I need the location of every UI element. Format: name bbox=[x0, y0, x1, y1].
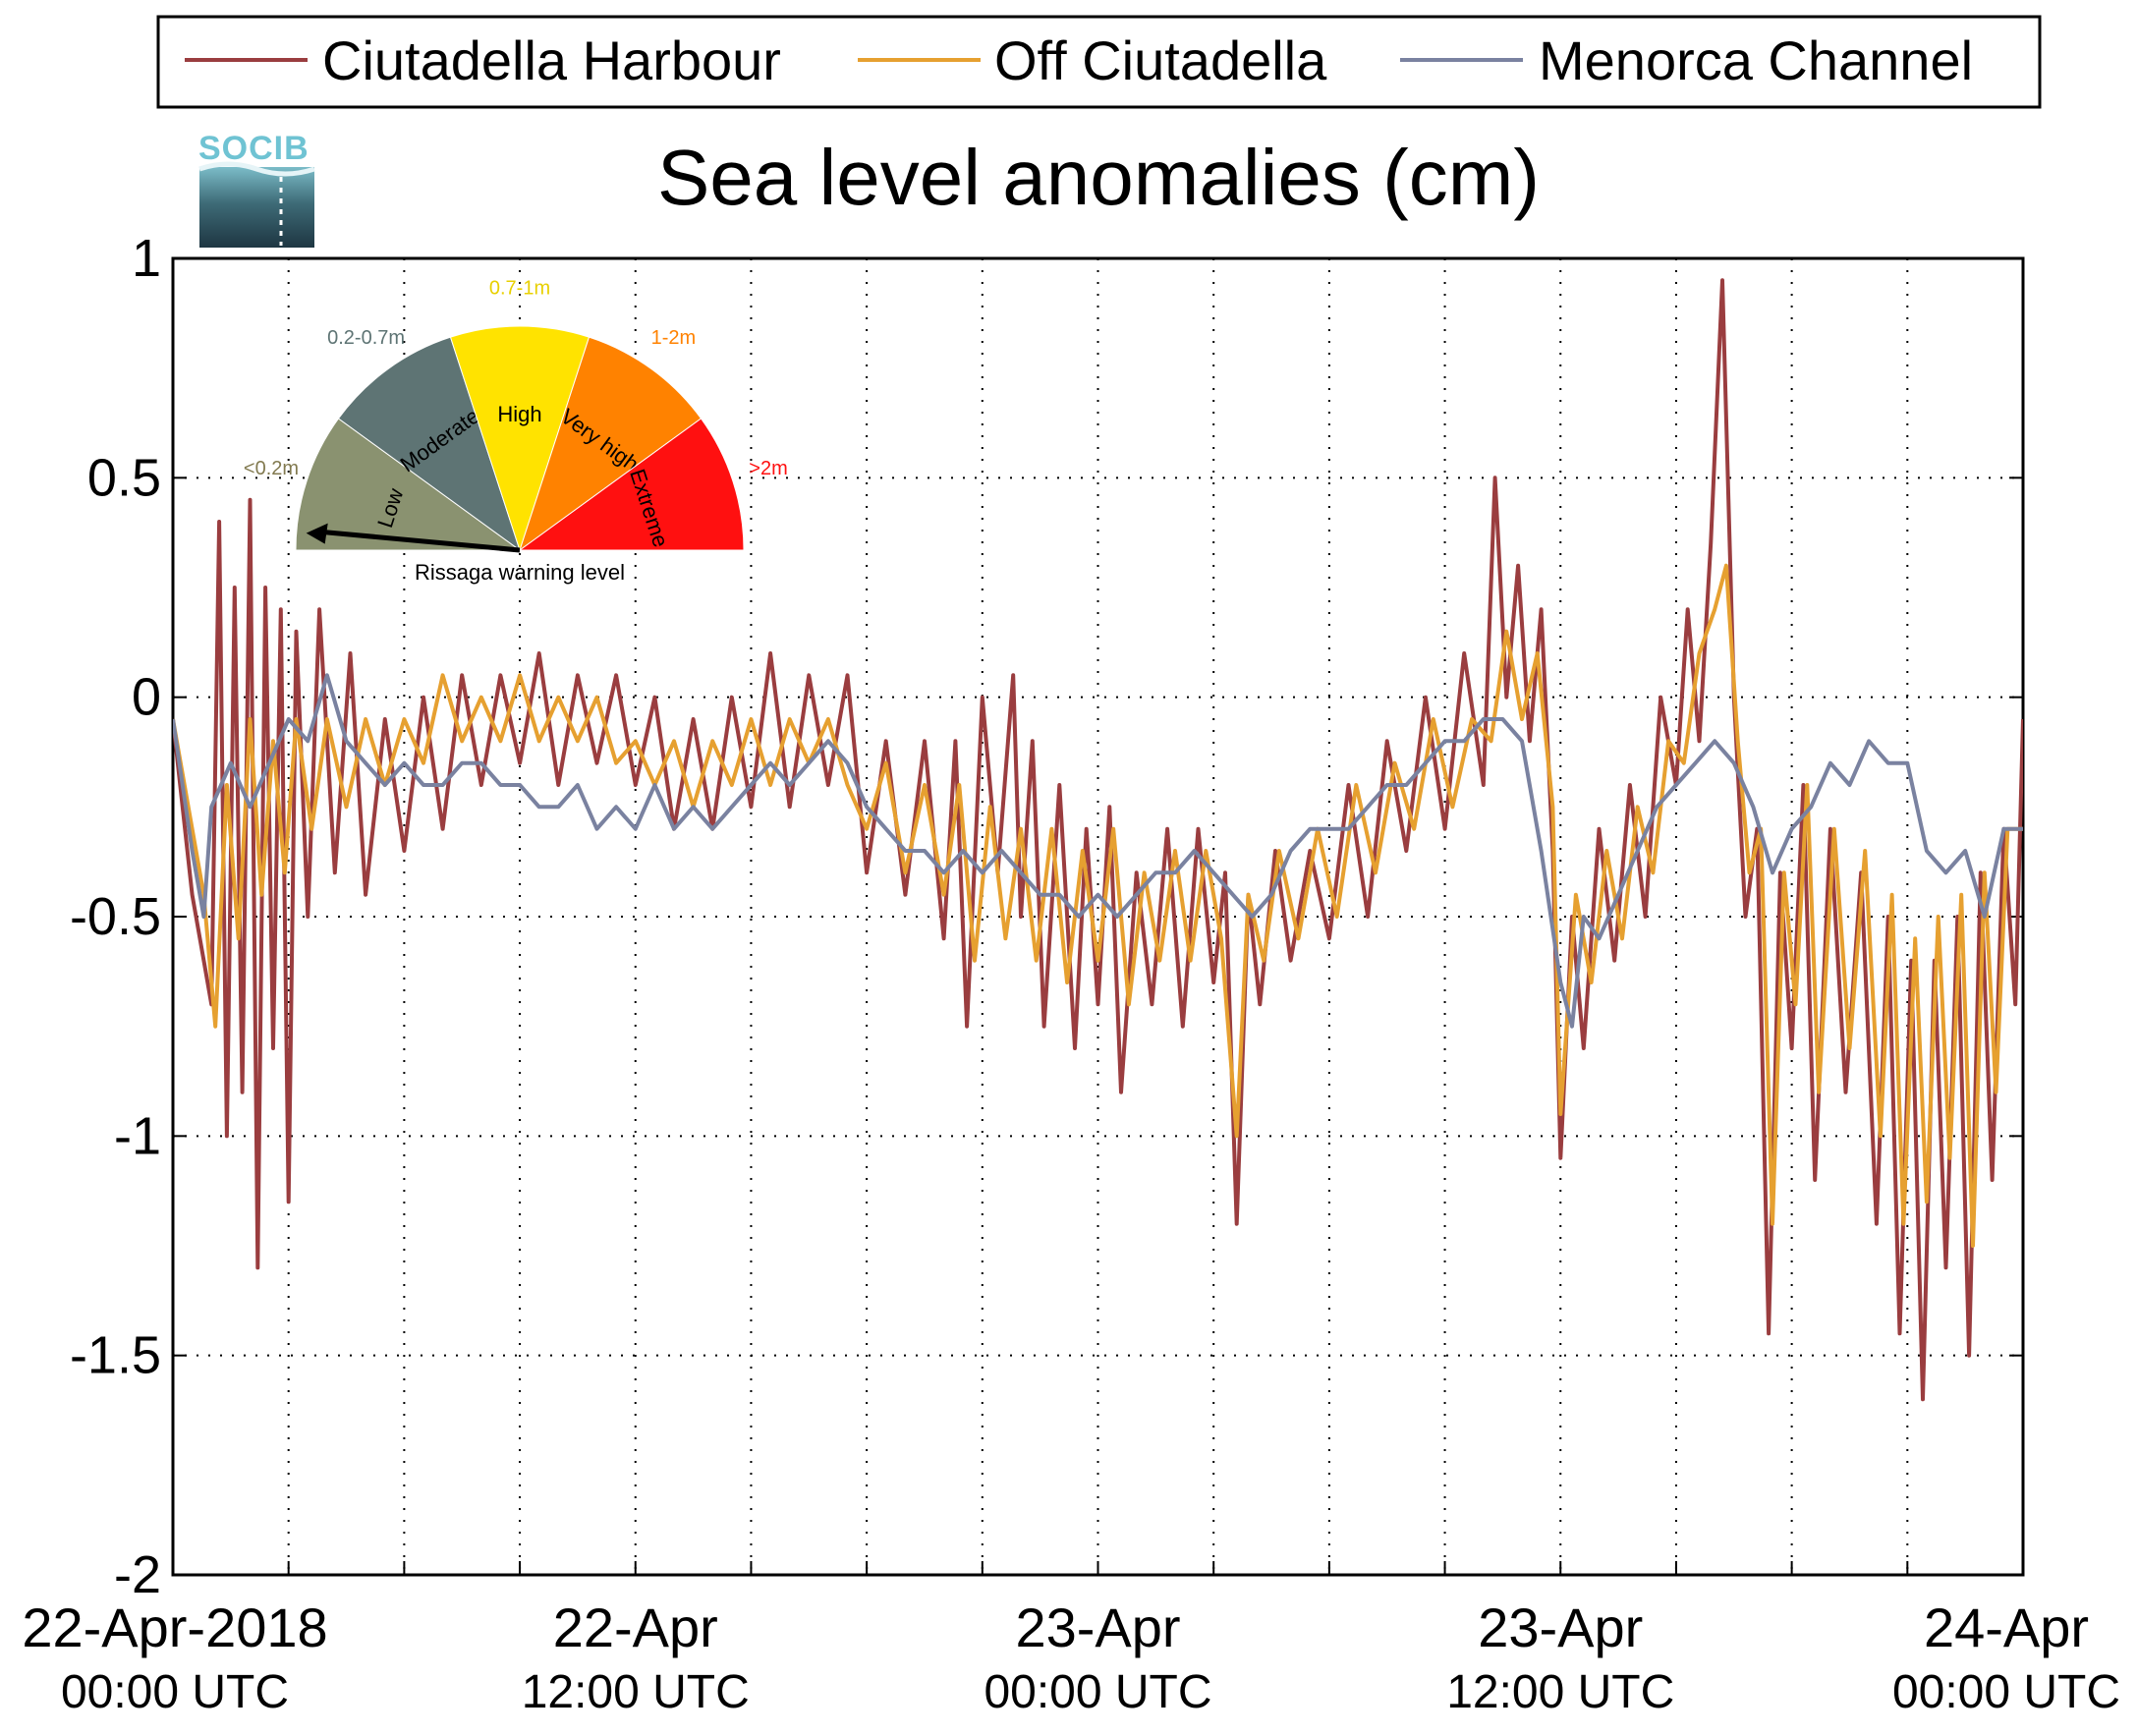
x-tick-label-time: 12:00 UTC bbox=[522, 1666, 750, 1718]
x-tick-label-date: 24-Apr bbox=[1924, 1596, 2089, 1658]
chart-title: Sea level anomalies (cm) bbox=[657, 134, 1540, 221]
legend-label-menorca-channel: Menorca Channel bbox=[1539, 29, 1973, 91]
y-tick-label: -1.5 bbox=[70, 1326, 161, 1385]
y-tick-label: -0.5 bbox=[70, 887, 161, 946]
gauge-range-label: <0.2m bbox=[244, 458, 299, 479]
y-tick-label: 1 bbox=[132, 229, 161, 288]
legend-box bbox=[156, 15, 2042, 109]
gauge-segment-low bbox=[295, 418, 522, 551]
legend-label-off-ciutadella: Off Ciutadella bbox=[994, 29, 1327, 91]
y-axis: 1 0.5 0 -0.5 -1 -1.5 -2 bbox=[70, 229, 2023, 1604]
gauge-needle-arrow-icon bbox=[306, 523, 328, 544]
series-lines bbox=[173, 278, 2023, 1402]
series-line-off-ciutadella bbox=[173, 563, 2023, 1248]
gauge-range-label: >2m bbox=[749, 458, 787, 479]
socib-logo-text: SOCIB bbox=[198, 130, 309, 167]
series-line-menorca-channel bbox=[173, 673, 2023, 1029]
x-tick-label-date: 22-Apr-2018 bbox=[22, 1596, 327, 1658]
y-tick-label: -1 bbox=[114, 1106, 161, 1165]
gauge-needle bbox=[323, 530, 521, 553]
x-tick-label-time: 00:00 UTC bbox=[61, 1666, 289, 1718]
gauge-range-label: 0.7-1m bbox=[489, 277, 550, 299]
gauge-caption: Rissaga warning level bbox=[415, 560, 625, 585]
gauge-segment-extreme bbox=[518, 418, 745, 551]
gauge-segment-label: High bbox=[497, 402, 541, 426]
gauge-segment-moderate bbox=[337, 336, 521, 552]
legend: Ciutadella Harbour Off Ciutadella Menorc… bbox=[156, 15, 2042, 109]
x-tick-label-time: 00:00 UTC bbox=[1892, 1666, 2120, 1718]
gauge-range-label: 1-2m bbox=[651, 327, 697, 349]
gauge-range-label: 0.2-0.7m bbox=[327, 327, 405, 349]
x-tick-label-time: 00:00 UTC bbox=[984, 1666, 1211, 1718]
x-tick-label-date: 23-Apr bbox=[1478, 1596, 1643, 1658]
x-axis: 22-Apr-2018 00:00 UTC 22-Apr 12:00 UTC 23-Ap… bbox=[22, 1561, 2120, 1718]
x-tick-label-date: 23-Apr bbox=[1015, 1596, 1180, 1658]
socib-logo: SOCIB bbox=[198, 130, 315, 248]
legend-label-ciutadella-harbour: Ciutadella Harbour bbox=[322, 29, 781, 91]
socib-logo-wave-icon bbox=[198, 161, 315, 177]
socib-logo-wave-block bbox=[199, 167, 314, 248]
x-tick-label-time: 12:00 UTC bbox=[1446, 1666, 1674, 1718]
y-tick-label: 0 bbox=[132, 668, 161, 727]
y-tick-label: 0.5 bbox=[87, 448, 161, 507]
gauge-segment-very-high bbox=[519, 336, 703, 552]
x-tick-label-date: 22-Apr bbox=[553, 1596, 718, 1658]
y-tick-label: -2 bbox=[114, 1545, 161, 1604]
gauge-segment-high bbox=[449, 325, 590, 552]
